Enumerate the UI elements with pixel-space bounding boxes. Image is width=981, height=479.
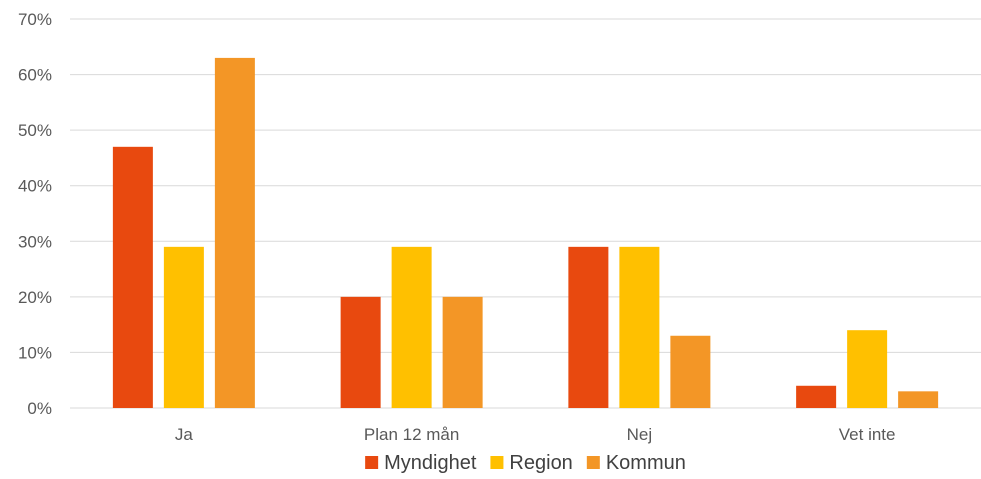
bar-kommun-2 (670, 335, 711, 408)
legend-label: Region (509, 452, 572, 474)
bars (112, 57, 939, 409)
bar-region-2 (619, 246, 660, 408)
legend-item-kommun: Kommun (586, 452, 686, 474)
legend-item-region: Region (490, 452, 573, 474)
x-category-label: Plan 12 mån (364, 425, 459, 444)
bar-region-1 (391, 246, 432, 408)
legend-swatch (365, 456, 379, 469)
x-category-label: Ja (175, 425, 194, 444)
bar-myndighet-2 (568, 246, 609, 408)
y-tick-label: 0% (27, 399, 52, 418)
y-tick-label: 20% (18, 288, 52, 307)
legend-swatch (490, 456, 504, 469)
x-category-label: Nej (627, 425, 653, 444)
y-tick-label: 70% (18, 10, 52, 29)
bar-myndighet-1 (340, 296, 381, 408)
bar-myndighet-0 (112, 146, 153, 409)
x-category-label: Vet inte (839, 425, 896, 444)
bar-myndighet-3 (796, 385, 837, 408)
y-tick-label: 10% (18, 343, 52, 362)
y-axis-tick-labels: 0% 10% 20% 30% 40% 50% 60% 70% (18, 10, 52, 418)
bar-kommun-3 (898, 391, 939, 408)
gridlines (70, 18, 981, 409)
legend-swatch (586, 456, 600, 469)
bar-region-3 (847, 330, 888, 408)
x-axis-category-labels: Ja Plan 12 mån Nej Vet inte (175, 425, 896, 444)
legend-label: Myndighet (384, 452, 477, 474)
legend: Myndighet Region Kommun (365, 452, 686, 474)
y-tick-label: 40% (18, 177, 52, 196)
bar-kommun-1 (442, 296, 483, 408)
y-tick-label: 50% (18, 121, 52, 140)
bar-region-0 (163, 246, 204, 408)
legend-item-myndighet: Myndighet (365, 452, 477, 474)
y-tick-label: 60% (18, 66, 52, 85)
bar-kommun-0 (214, 57, 255, 409)
legend-label: Kommun (606, 452, 686, 474)
y-tick-label: 30% (18, 232, 52, 251)
